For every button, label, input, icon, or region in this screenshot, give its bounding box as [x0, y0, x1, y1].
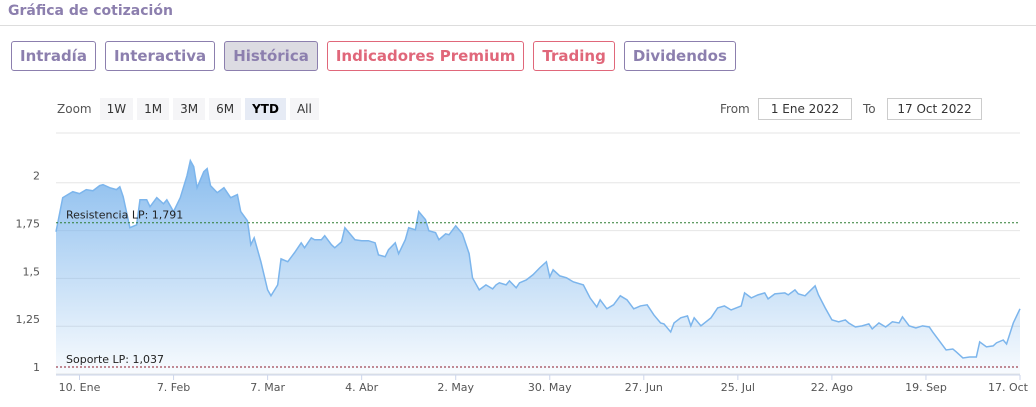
tab[interactable]: Histórica [224, 41, 318, 71]
x-tick-label: 30. May [528, 381, 572, 394]
x-tick-label: 22. Ago [811, 381, 853, 394]
x-tick-label: 10. Ene [59, 381, 101, 394]
zoom-selector: Zoom 1W 1M 3M 6M YTD All [57, 98, 319, 120]
zoom-button[interactable]: YTD [245, 98, 286, 120]
price-line [55, 158, 1021, 359]
x-tick-label: 2. May [437, 381, 474, 394]
zoom-label: Zoom [57, 102, 92, 116]
y-tick-label: 1 [33, 361, 40, 374]
from-input[interactable]: 1 Ene 2022 [758, 98, 852, 120]
y-tick-label: 1,5 [23, 265, 41, 278]
from-label: From [720, 102, 750, 116]
zoom-button[interactable]: 1W [99, 98, 134, 120]
tab-bar: Intradía Interactiva Histórica Indicadores … [11, 41, 736, 71]
y-tick-label: 1,75 [16, 218, 41, 231]
x-tick-label: 27. Jun [625, 381, 663, 394]
tab[interactable]: Dividendos [623, 41, 736, 71]
divider [0, 25, 1036, 26]
tab[interactable]: Indicadores Premium [326, 41, 525, 71]
plot-line-label: Soporte LP: 1,037 [66, 353, 164, 366]
area-fill [56, 160, 1020, 375]
tab[interactable]: Interactiva [104, 41, 216, 71]
zoom-button[interactable]: 6M [209, 98, 242, 120]
tab[interactable]: Intradía [11, 41, 96, 71]
tab[interactable]: Trading [533, 41, 615, 71]
zoom-button[interactable]: All [289, 98, 319, 120]
x-tick-label: 7. Mar [250, 381, 285, 394]
x-tick-label: 25. Jul [721, 381, 755, 394]
y-tick-label: 2 [33, 170, 40, 183]
x-tick-label: 17. Oct [988, 381, 1029, 394]
to-input[interactable]: 17 Oct 2022 [887, 98, 982, 120]
plot-line-label: Resistencia LP: 1,791 [66, 209, 183, 222]
zoom-button[interactable]: 3M [173, 98, 206, 120]
x-tick-label: 19. Sep [905, 381, 947, 394]
to-label: To [863, 102, 876, 116]
x-tick-label: 7. Feb [157, 381, 190, 394]
widget-title: Gráfica de cotización [8, 3, 173, 19]
y-tick-label: 1,25 [16, 313, 41, 326]
x-tick-label: 4. Abr [345, 381, 378, 394]
zoom-button[interactable]: 1M [137, 98, 170, 120]
